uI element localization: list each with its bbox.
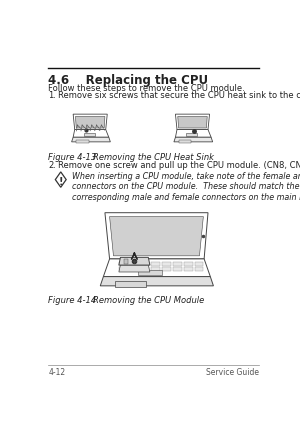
Text: 4.6    Replacing the CPU: 4.6 Replacing the CPU (48, 74, 208, 87)
Polygon shape (76, 116, 105, 128)
Polygon shape (55, 172, 66, 187)
Bar (130, 267, 138, 271)
Bar (124, 259, 128, 264)
Bar (184, 262, 193, 266)
Bar (162, 267, 171, 271)
Bar (186, 133, 197, 136)
Polygon shape (73, 130, 109, 137)
Bar (195, 267, 203, 271)
Polygon shape (176, 130, 211, 137)
Text: 2.: 2. (48, 161, 56, 170)
Bar (130, 262, 138, 266)
Text: !: ! (58, 176, 63, 187)
Bar (152, 267, 160, 271)
Polygon shape (73, 114, 107, 130)
Text: Remove one screw and pull up the CPU module. (CN8, CN12): Remove one screw and pull up the CPU mod… (58, 161, 300, 170)
Text: When inserting a CPU module, take note of the female and male
connectors on the : When inserting a CPU module, take note o… (72, 172, 300, 202)
Text: Service Guide: Service Guide (206, 368, 259, 377)
Polygon shape (119, 265, 150, 272)
Bar (76, 140, 89, 143)
Bar (162, 262, 171, 266)
Bar (138, 270, 161, 275)
Bar (178, 140, 191, 143)
Text: Remove six screws that secure the CPU heat sink to the chassis.: Remove six screws that secure the CPU he… (58, 91, 300, 100)
Text: 4-12: 4-12 (48, 368, 65, 377)
Bar (173, 262, 182, 266)
Bar (84, 133, 95, 136)
Bar (184, 267, 193, 271)
Bar (152, 262, 160, 266)
Polygon shape (72, 137, 110, 142)
Bar (173, 267, 182, 271)
Text: Removing the CPU Module: Removing the CPU Module (93, 296, 205, 305)
Polygon shape (119, 258, 150, 265)
Polygon shape (105, 212, 208, 259)
Polygon shape (178, 116, 207, 128)
Bar (115, 281, 146, 286)
Text: Removing the CPU Heat Sink: Removing the CPU Heat Sink (93, 153, 214, 162)
Bar (119, 262, 128, 266)
Bar (141, 267, 149, 271)
Bar (119, 267, 128, 271)
Polygon shape (103, 259, 210, 277)
Bar (141, 262, 149, 266)
Bar (195, 262, 203, 266)
Polygon shape (176, 114, 210, 130)
Text: Follow these steps to remove the CPU module.: Follow these steps to remove the CPU mod… (48, 84, 245, 93)
Text: Figure 4-14: Figure 4-14 (48, 296, 97, 305)
Polygon shape (110, 217, 203, 256)
Text: 1.: 1. (48, 91, 56, 100)
Polygon shape (100, 277, 213, 286)
Polygon shape (174, 137, 213, 142)
Text: Figure 4-13: Figure 4-13 (48, 153, 97, 162)
